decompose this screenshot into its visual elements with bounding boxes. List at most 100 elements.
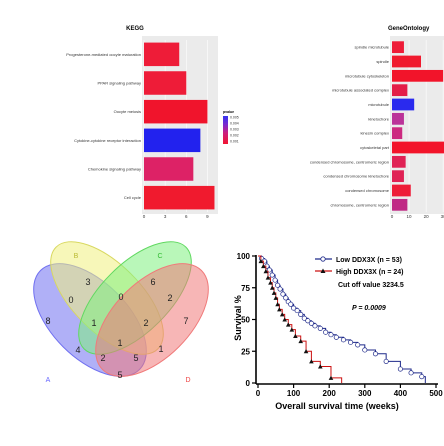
km-point-high [258,258,264,264]
venn-region-count: 7 [183,316,188,326]
km-point-low [317,325,323,331]
km-cutoff-text: Cut off value 3234.5 [338,282,404,289]
km-point-high [271,290,277,295]
km-point-low [328,332,334,338]
venn-region-count: 2 [143,318,148,328]
km-point-high [309,359,314,364]
km-point-high [275,302,280,307]
km-point-low [294,308,300,314]
km-point-high [303,349,309,354]
go-x-tick-label: 30 [441,214,444,219]
km-point-low [308,320,314,326]
go-bar [392,112,404,125]
km-x-label: Overall survival time (weeks) [275,401,399,411]
km-point-low [275,282,281,288]
venn-set-d [95,263,209,377]
go-title: GeneOntology [388,26,430,32]
venn-region-count: 3 [85,277,90,287]
kegg-legend-title: pvalue [223,110,234,114]
kegg-x-tick-label: 0 [143,214,146,219]
km-point-high [269,285,275,290]
km-point-low [280,291,286,297]
go-bar [392,141,444,154]
km-point-low [355,342,361,348]
km-point-low [362,347,368,353]
kegg-category-label: Chemokine signaling pathway [88,167,141,172]
go-category-label: spindle [376,59,389,64]
go-bar [392,198,408,211]
km-point-high [261,263,266,269]
km-point-high [277,307,282,312]
kegg-legend-label: 0.001 [230,140,239,144]
venn-region-count: 5 [117,370,122,380]
venn-diagram: A B C D 8 3 6 7 0 0 2 1 2 4 1 1 2 5 5 [33,241,209,384]
kegg-legend-label: 0.003 [230,128,239,132]
km-x-tick-label: 500 [429,389,443,398]
km-point-high [298,338,304,344]
go-category-label: condensed chromosome kinetochore [323,174,389,179]
km-point-low [340,337,346,343]
km-point-low [419,374,425,380]
kegg-x-tick-label: 6 [185,214,188,219]
km-point-low [298,311,304,317]
go-category-label: microtubule associated complex [332,88,389,93]
km-point-low [348,339,354,345]
km-point-high [289,327,295,332]
kegg-legend-label: 0.005 [230,116,239,120]
go-bar [392,41,404,54]
go-bar [392,84,408,97]
km-curve-high [258,255,343,383]
venn-set-label-a: A [46,377,51,384]
venn-region-count: 6 [150,277,155,287]
kegg-category-label: Cell cycle [124,195,142,200]
kegg-chart: KEGG Progesterone-mediated oocyte matura… [66,26,239,219]
kegg-category-label: Oocyte meiosis [114,109,141,114]
km-point-high [268,280,273,285]
go-x-tick-label: 20 [424,214,430,219]
go-bar [392,69,444,82]
go-category-label: kinetochore [368,116,389,121]
km-x-tick-label: 200 [323,389,337,398]
km-point-high [318,364,323,369]
venn-region-count: 8 [45,316,50,326]
venn-region-count: 0 [118,292,123,302]
km-point-low [408,370,414,376]
km-y-tick-label: 75 [241,284,250,293]
km-point-low [383,358,389,364]
kegg-bar [144,128,201,153]
go-x-tick-label: 10 [407,214,413,219]
km-point-low [277,286,283,292]
km-point-high [263,269,269,274]
kegg-bar [144,157,194,181]
km-y-tick-label: 50 [241,316,250,325]
kegg-legend-colorbar [223,116,228,144]
kegg-bar [144,185,215,210]
km-point-low [323,329,329,335]
km-point-low [272,277,278,283]
km-legend: Low DDX3X (n = 53) High DDX3X (n = 24) C… [315,256,404,312]
km-point-low [291,305,297,311]
kegg-legend-label: 0.002 [230,134,239,138]
kegg-category-label: PPAR signaling pathway [97,81,141,86]
go-category-label: microtubule cytoskeleton [345,73,389,78]
venn-set-label-d: D [185,377,190,384]
km-plot: 0 100 200 300 400 500 0 25 50 75 100 Survival % Ov… [233,252,443,411]
km-y-tick-label: 100 [237,252,251,261]
km-legend-high-label: High DDX3X (n = 24) [336,269,403,276]
kegg-x-tick-label: 3 [164,214,167,219]
km-y-label: Survival % [233,295,243,341]
go-category-label: spindle microtubule [355,45,390,50]
kegg-bar [144,99,208,124]
km-point-high [273,295,279,300]
km-y-tick-label: 0 [246,379,251,388]
km-point-high [282,317,287,322]
km-x-tick-label: 100 [287,389,301,398]
venn-region-count: 2 [100,353,105,363]
km-point-low [312,323,318,329]
go-category-label: kinesin complex [361,131,389,136]
km-point-low [305,318,311,324]
go-bar [392,55,421,68]
kegg-category-label: Cytokine-cytokine receptor interaction [74,138,141,143]
go-chart: GeneOntology spindle microtubule spindle m… [310,26,444,219]
